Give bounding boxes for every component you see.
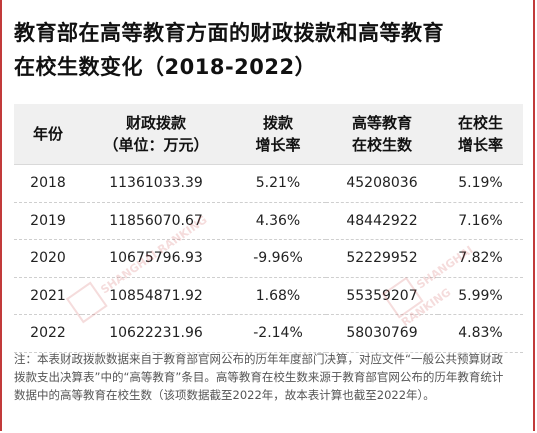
cell-enrollment: 48442922 xyxy=(326,202,438,240)
cell-funding-growth: -2.14% xyxy=(230,314,326,353)
table-row: 2021 10854871.92 1.68% 55359207 5.99% xyxy=(14,277,523,315)
cell-enrollment: 52229952 xyxy=(326,239,438,278)
table-row: 2020 10675796.93 -9.96% 52229952 7.82% xyxy=(14,239,523,278)
table-header-row: 年份 财政拨款 （单位：万元） 拨款 增长率 高等教育 在校生数 在校生 增长率 xyxy=(14,104,523,165)
cell-year: 2022 xyxy=(14,314,82,353)
table-row: 2022 10622231.96 -2.14% 58030769 4.83% xyxy=(14,314,523,353)
cell-funding: 10854871.92 xyxy=(82,277,230,315)
page-title: 教育部在高等教育方面的财政拨款和高等教育 在校生数变化（2018-2022） xyxy=(14,16,524,84)
cell-funding: 10622231.96 xyxy=(82,314,230,353)
cell-enrollment-growth: 5.19% xyxy=(438,164,523,203)
cell-year: 2019 xyxy=(14,202,82,240)
cell-enrollment-growth: 7.16% xyxy=(438,202,523,240)
header-funding-growth: 拨款 增长率 xyxy=(230,104,326,165)
table-row: 2019 11856070.67 4.36% 48442922 7.16% xyxy=(14,202,523,240)
footnote: 注：本表财政拨款数据来自于教育部官网公布的历年年度部门决算，对应文件“一般公共预… xyxy=(14,352,504,402)
cell-funding-growth: 1.68% xyxy=(230,277,326,315)
cell-enrollment-growth: 4.83% xyxy=(438,314,523,353)
data-table: 年份 财政拨款 （单位：万元） 拨款 增长率 高等教育 在校生数 在校生 增长率 201… xyxy=(14,104,523,353)
cell-year: 2020 xyxy=(14,239,82,278)
cell-funding: 10675796.93 xyxy=(82,239,230,278)
header-enrollment: 高等教育 在校生数 xyxy=(326,104,438,165)
header-year: 年份 xyxy=(14,104,82,165)
cell-year: 2018 xyxy=(14,164,82,203)
cell-enrollment: 58030769 xyxy=(326,314,438,353)
cell-enrollment-growth: 5.99% xyxy=(438,277,523,315)
cell-enrollment: 55359207 xyxy=(326,277,438,315)
cell-funding-growth: 5.21% xyxy=(230,164,326,203)
table-row: 2018 11361033.39 5.21% 45208036 5.19% xyxy=(14,164,523,203)
header-funding: 财政拨款 （单位：万元） xyxy=(82,104,230,165)
title-line-1: 教育部在高等教育方面的财政拨款和高等教育 xyxy=(14,21,444,45)
cell-year: 2021 xyxy=(14,277,82,315)
data-table-container: 年份 财政拨款 （单位：万元） 拨款 增长率 高等教育 在校生数 在校生 增长率 201… xyxy=(14,104,523,353)
title-line-2: 在校生数变化（2018-2022） xyxy=(14,55,317,79)
cell-funding: 11361033.39 xyxy=(82,164,230,203)
cell-funding: 11856070.67 xyxy=(82,202,230,240)
cell-enrollment-growth: 7.82% xyxy=(438,239,523,278)
cell-funding-growth: -9.96% xyxy=(230,239,326,278)
cell-enrollment: 45208036 xyxy=(326,164,438,203)
cell-funding-growth: 4.36% xyxy=(230,202,326,240)
header-enrollment-growth: 在校生 增长率 xyxy=(438,104,523,165)
